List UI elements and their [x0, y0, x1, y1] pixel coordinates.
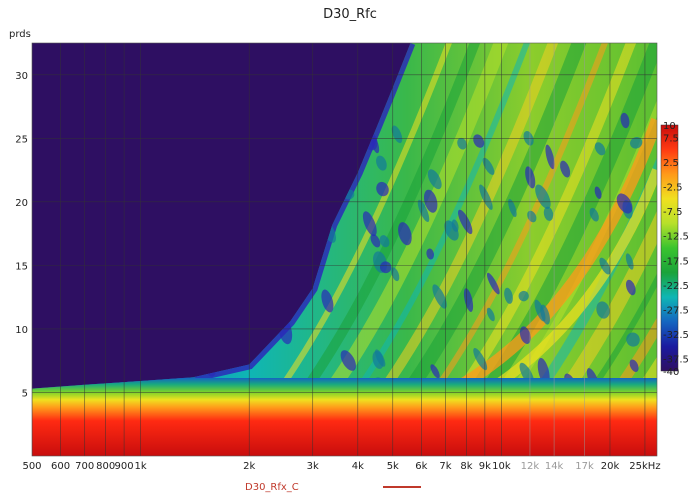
y-tick-label: 10	[15, 325, 28, 336]
x-tick-label: 10k	[492, 461, 511, 472]
heatmap-blob	[473, 348, 488, 371]
x-tick-label: 25kHz	[629, 461, 660, 472]
x-tick-label: 5k	[387, 461, 399, 472]
heatmap-blob	[504, 287, 513, 304]
heatmap-blob	[482, 157, 495, 176]
heatmap-blob	[391, 267, 400, 282]
heatmap-blob	[629, 359, 639, 372]
x-tick-label: 700	[75, 461, 94, 472]
chart-title: D30_Rfc	[323, 7, 377, 22]
colorbar	[660, 124, 679, 372]
heatmap-blob	[519, 326, 531, 344]
x-tick-label: 7k	[439, 461, 451, 472]
plot-border	[31, 42, 658, 457]
heatmap-blob	[486, 272, 500, 295]
x-tick-label: 600	[51, 461, 70, 472]
x-tick-label: 17k	[575, 461, 594, 472]
heatmap-blob	[518, 290, 529, 302]
heatmap-blob	[379, 235, 390, 248]
heatmap-blob	[458, 209, 473, 235]
heatmap-blob	[625, 279, 636, 296]
grid-lines	[32, 43, 657, 456]
heatmap-blob	[473, 134, 485, 148]
y-tick-label: 30	[15, 71, 28, 82]
heatmap-blob	[362, 211, 377, 237]
heatmap-blob	[423, 189, 438, 213]
plot-area	[32, 43, 657, 456]
heatmap-blob	[630, 137, 643, 149]
heatmap-blob	[616, 193, 633, 214]
x-tick-label: 4k	[352, 461, 364, 472]
heatmap-blob	[457, 137, 467, 150]
x-tick-label: 900	[115, 461, 134, 472]
heatmap-blob	[430, 364, 440, 379]
y-tick-label: 5	[22, 388, 28, 399]
x-tick-label: 9k	[479, 461, 491, 472]
x-tick-label: 12k	[521, 461, 540, 472]
heatmap-blob	[379, 261, 392, 274]
y-axis-label: prds	[9, 29, 31, 40]
x-tick-label: 3k	[307, 461, 319, 472]
heatmap-blob	[417, 199, 430, 223]
colorbar-tick-label: 2.5	[663, 158, 679, 169]
heatmap-blob	[321, 289, 334, 313]
heatmap-blob	[560, 160, 571, 178]
x-tick-label: 14k	[545, 461, 564, 472]
colorbar-tick-label: -12.5	[663, 232, 689, 243]
colorbar-tick-label: -7.5	[663, 207, 683, 218]
heatmap-blob	[427, 169, 442, 190]
colorbar-tick-label: 7.5	[663, 133, 679, 144]
heatmap-blob	[626, 332, 640, 347]
heatmap-blob	[620, 112, 630, 129]
y-axis: 5 10 15 20 25 30	[15, 71, 28, 400]
heatmap-blob	[375, 349, 386, 367]
y-tick-label: 25	[15, 134, 28, 145]
colorbar-tick-label: -40	[663, 367, 679, 378]
colorbar-tick-label: -32.5	[663, 330, 689, 341]
colorbar-tick-label: -37.5	[663, 355, 689, 366]
legend-label: D30_Rfx_C	[245, 482, 299, 493]
colorbar-ticks: 107.5 2.5 -2.5 -7.5 -12.5 -17.5 -22.5 -27.5 -32.…	[663, 121, 689, 378]
x-axis: 500 600 700 800 900 1k 2k 3k 4k 5k 6k 7k 8k 9k 10k 12k 1…	[22, 461, 660, 472]
colorbar-tick-label: -17.5	[663, 256, 689, 267]
heatmap-blob	[535, 184, 551, 209]
heatmap-blob	[479, 184, 493, 210]
colorbar-tick-label: -27.5	[663, 306, 689, 317]
heatmap-blob	[426, 248, 434, 260]
x-tick-label: 800	[96, 461, 115, 472]
heatmap-blob	[486, 307, 495, 322]
heatmap-blob	[599, 257, 611, 275]
heatmap-base-band	[32, 378, 657, 456]
colorbar-tick-label: -22.5	[663, 281, 689, 292]
heatmap-blob	[596, 301, 610, 319]
heatmap-blob	[376, 155, 387, 171]
heatmap-blob	[398, 222, 412, 246]
heatmap-blob	[589, 207, 599, 222]
heatmap-blob	[432, 284, 447, 309]
heatmap-blob	[543, 206, 554, 221]
heatmap-blob	[508, 198, 517, 218]
heatmap-blob	[545, 144, 555, 170]
x-tick-label: 2k	[243, 461, 255, 472]
heatmap-blob	[340, 350, 356, 371]
x-tick-label: 8k	[460, 461, 472, 472]
x-tick-label: 20k	[601, 461, 620, 472]
heatmap-blob	[370, 234, 381, 248]
heatmap-blob	[594, 142, 606, 156]
legend: D30_Rfx_C	[245, 482, 421, 493]
heatmap-blob	[527, 210, 537, 223]
x-tick-label: 1k	[135, 461, 147, 472]
x-tick-label: 500	[22, 461, 41, 472]
x-tick-label: 6k	[415, 461, 427, 472]
colorbar-tick-label: 10	[663, 121, 676, 132]
y-tick-label: 20	[15, 198, 28, 209]
heatmap-blob	[376, 181, 389, 197]
heatmap-blob	[451, 219, 459, 232]
y-tick-label: 15	[15, 261, 28, 272]
heatmap-blob	[534, 299, 546, 322]
heatmap-blob	[594, 186, 602, 199]
colorbar-tick-label: -2.5	[663, 183, 683, 194]
heatmap-blob	[391, 125, 403, 144]
